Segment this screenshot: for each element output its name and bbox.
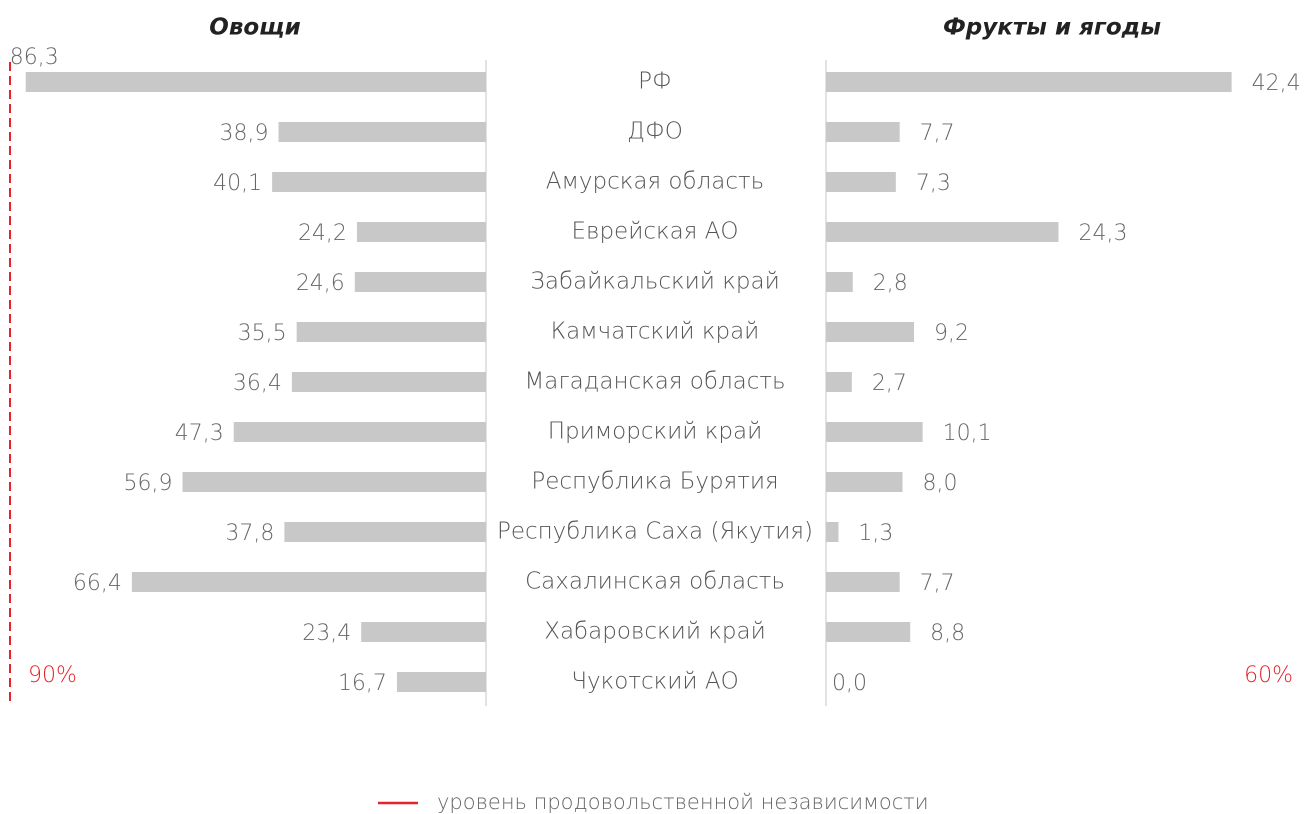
bar xyxy=(826,472,903,492)
left-title: Овощи xyxy=(209,15,300,41)
bar xyxy=(182,472,487,492)
bar xyxy=(826,622,911,642)
value-label: 42,4 xyxy=(1252,71,1301,96)
value-label: 38,9 xyxy=(220,121,269,146)
value-label: 2,7 xyxy=(872,371,907,396)
value-label: 16,7 xyxy=(338,671,387,696)
value-label: 24,3 xyxy=(1078,221,1127,246)
bar xyxy=(291,372,486,392)
value-label: 7,3 xyxy=(916,171,951,196)
value-label: 7,7 xyxy=(920,121,955,146)
value-label: 1,3 xyxy=(858,521,893,546)
value-label: 66,4 xyxy=(73,571,122,596)
value-label: 47,3 xyxy=(175,421,224,446)
bar xyxy=(826,72,1232,92)
bar xyxy=(233,422,486,442)
threshold-label: 60% xyxy=(1244,663,1293,688)
category-label: Камчатский край xyxy=(551,319,760,345)
category-label: Республика Саха (Якутия) xyxy=(497,519,813,545)
bar xyxy=(826,172,896,192)
category-label: Амурская область xyxy=(546,169,764,195)
value-label: 37,8 xyxy=(225,521,274,546)
bar xyxy=(826,522,839,542)
value-label: 7,7 xyxy=(920,571,955,596)
bar xyxy=(131,572,486,592)
value-label: 36,4 xyxy=(233,371,282,396)
category-label: Сахалинская область xyxy=(525,569,785,595)
category-label: Хабаровский край xyxy=(544,619,766,645)
category-label: Приморский край xyxy=(548,419,762,445)
category-label: Забайкальский край xyxy=(530,269,779,295)
value-label: 9,2 xyxy=(934,321,969,346)
bar xyxy=(354,272,486,292)
bar xyxy=(826,222,1059,242)
value-label: 23,4 xyxy=(302,621,351,646)
value-label: 56,9 xyxy=(124,471,173,496)
bar xyxy=(826,572,900,592)
category-label: РФ xyxy=(638,69,672,95)
value-label: 40,1 xyxy=(213,171,262,196)
category-label: Чукотский АО xyxy=(571,669,738,695)
legend-label: уровень продовольственной независимости xyxy=(437,790,929,814)
category-label: ДФО xyxy=(627,119,683,145)
bar xyxy=(826,322,915,342)
value-label: 10,1 xyxy=(943,421,992,446)
value-label: 35,5 xyxy=(238,321,287,346)
value-label: 24,2 xyxy=(298,221,347,246)
category-label: Республика Бурятия xyxy=(531,469,778,495)
threshold-label: 90% xyxy=(28,663,77,688)
value-label: 8,0 xyxy=(923,471,958,496)
category-label: Еврейская АО xyxy=(571,219,738,245)
bar xyxy=(25,72,486,92)
category-label: Магаданская область xyxy=(524,369,785,395)
bar xyxy=(356,222,486,242)
right-title: Фрукты и ягоды xyxy=(943,15,1161,41)
bar xyxy=(826,272,853,292)
bar xyxy=(826,422,923,442)
bar xyxy=(826,372,852,392)
value-label: 0,0 xyxy=(832,671,867,696)
bar xyxy=(361,622,486,642)
bar xyxy=(278,122,486,142)
value-label: 24,6 xyxy=(296,271,345,296)
bar xyxy=(272,172,486,192)
bar xyxy=(284,522,486,542)
bar xyxy=(826,122,900,142)
value-label: 86,3 xyxy=(10,45,59,70)
bar xyxy=(396,672,486,692)
bar xyxy=(296,322,486,342)
value-label: 8,8 xyxy=(930,621,965,646)
value-label: 2,8 xyxy=(873,271,908,296)
